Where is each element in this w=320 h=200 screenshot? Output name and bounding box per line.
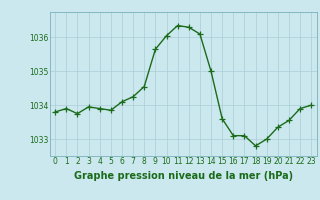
X-axis label: Graphe pression niveau de la mer (hPa): Graphe pression niveau de la mer (hPa) (74, 171, 293, 181)
